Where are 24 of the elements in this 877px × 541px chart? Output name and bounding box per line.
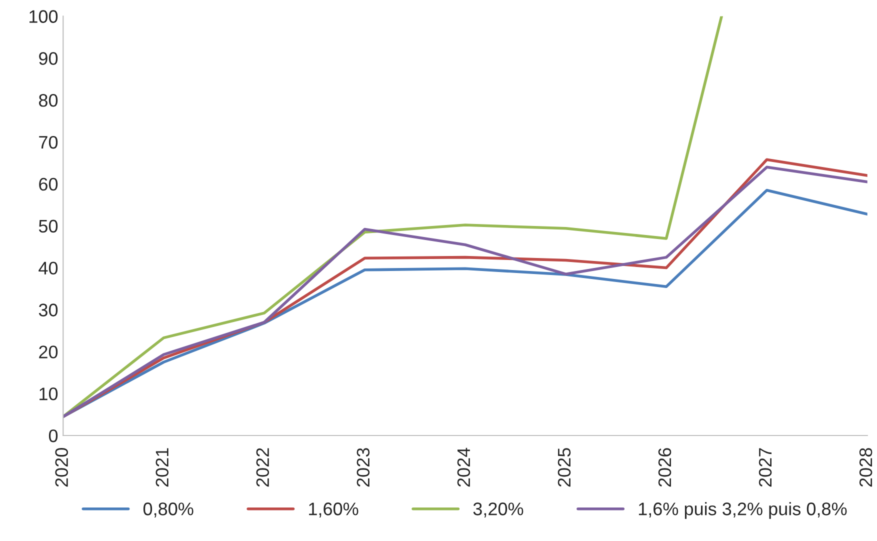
- y-tick-label: 90: [39, 52, 58, 65]
- x-tick-label: 2023: [356, 448, 370, 487]
- legend-label: 1,60%: [309, 502, 358, 518]
- y-tick-label: 0: [48, 429, 58, 442]
- x-tick-label: 2022: [256, 448, 270, 487]
- y-tick-label: 10: [40, 388, 58, 400]
- y-tick-label: 100: [30, 10, 58, 23]
- x-tick-label: 2021: [156, 448, 169, 487]
- x-tick-label: 2024: [457, 448, 470, 487]
- y-tick-label: 70: [39, 136, 58, 149]
- x-tick-label: 2020: [55, 448, 68, 487]
- legend-label: 3,20%: [473, 502, 524, 518]
- y-tick-label: 60: [39, 178, 58, 191]
- y-tick-label: 30: [38, 304, 58, 316]
- y-tick-label: 50: [38, 220, 58, 233]
- x-tick-label: 2026: [658, 448, 672, 487]
- y-tick-label: 40: [38, 262, 58, 275]
- legend-label: 0,80%: [143, 502, 194, 518]
- x-tick-label: 2027: [758, 448, 772, 487]
- x-tick-label: 2025: [558, 448, 571, 487]
- y-tick-label: 80: [38, 94, 58, 107]
- legend-label: 1,6% puis 3,2% puis 0,8%: [638, 502, 847, 519]
- y-tick-label: 20: [39, 346, 58, 358]
- x-tick-label: 2028: [859, 448, 872, 487]
